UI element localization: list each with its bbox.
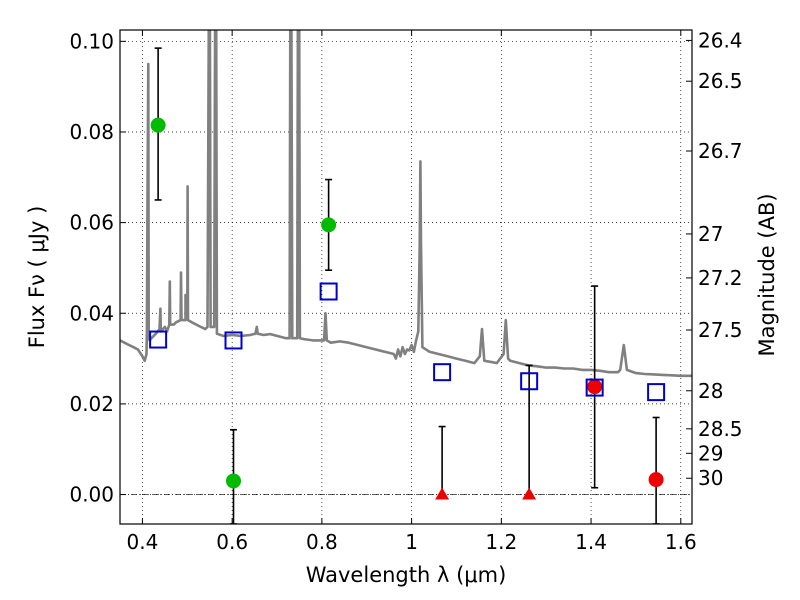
x-tick-label: 1 — [405, 530, 418, 554]
x-tick-label: 1.6 — [665, 530, 697, 554]
x-axis-label: Wavelength λ (μm) — [306, 563, 507, 587]
grid — [120, 30, 692, 524]
x-tick-label: 0.8 — [306, 530, 338, 554]
ticks: 0.4 0.6 0.8 1 1.2 1.4 1.6 0.00 0.02 0.04 0.06 0.08 0… — [69, 28, 742, 554]
data-point-circle — [587, 379, 603, 395]
data-point-circle — [648, 472, 664, 488]
x-tick-label: 1.2 — [485, 530, 517, 554]
right-axis-label: Magnitude (AB) — [755, 193, 779, 356]
plot-frame — [119, 29, 693, 525]
data-point-circle — [321, 217, 337, 233]
x-tick-label: 0.4 — [127, 530, 159, 554]
upper-limit-triangle — [522, 487, 537, 500]
model-flux-square — [149, 330, 168, 349]
x-tick-label: 1.4 — [575, 530, 607, 554]
magnitude-tick-label: 27.5 — [698, 318, 743, 342]
model-flux-square — [647, 383, 666, 402]
x-tick-label: 0.6 — [216, 530, 248, 554]
magnitude-tick-label: 26.5 — [698, 69, 743, 93]
y-tick-label: 0.02 — [69, 392, 114, 416]
y-tick-label: 0.00 — [69, 483, 114, 507]
y-tick-label: 0.04 — [69, 301, 114, 325]
magnitude-tick-label: 30 — [698, 466, 723, 490]
magnitude-tick-label: 26.4 — [698, 28, 743, 52]
magnitude-tick-label: 27 — [698, 222, 723, 246]
magnitude-tick-label: 29 — [698, 441, 723, 465]
y-axis-label: Flux Fν ( μJy ) — [25, 206, 49, 349]
magnitude-tick-label: 26.7 — [698, 139, 743, 163]
model-flux-square — [520, 372, 539, 391]
error-bars — [154, 47, 660, 524]
model-flux-square — [319, 282, 338, 301]
magnitude-tick-label: 28 — [698, 379, 723, 403]
y-tick-label: 0.06 — [69, 211, 114, 235]
model-spectrum — [120, 30, 692, 378]
data-markers — [149, 117, 666, 500]
y-tick-label: 0.10 — [69, 29, 114, 53]
y-tick-label: 0.08 — [69, 120, 114, 144]
model-flux-square — [433, 363, 452, 382]
upper-limit-triangle — [435, 487, 450, 500]
magnitude-tick-label: 27.2 — [698, 266, 743, 290]
magnitude-tick-label: 28.5 — [698, 417, 743, 441]
data-point-circle — [226, 473, 242, 489]
model-flux-square — [224, 331, 243, 350]
data-point-circle — [150, 117, 166, 133]
spectrum-line — [120, 30, 692, 378]
model-flux-square — [585, 378, 604, 397]
